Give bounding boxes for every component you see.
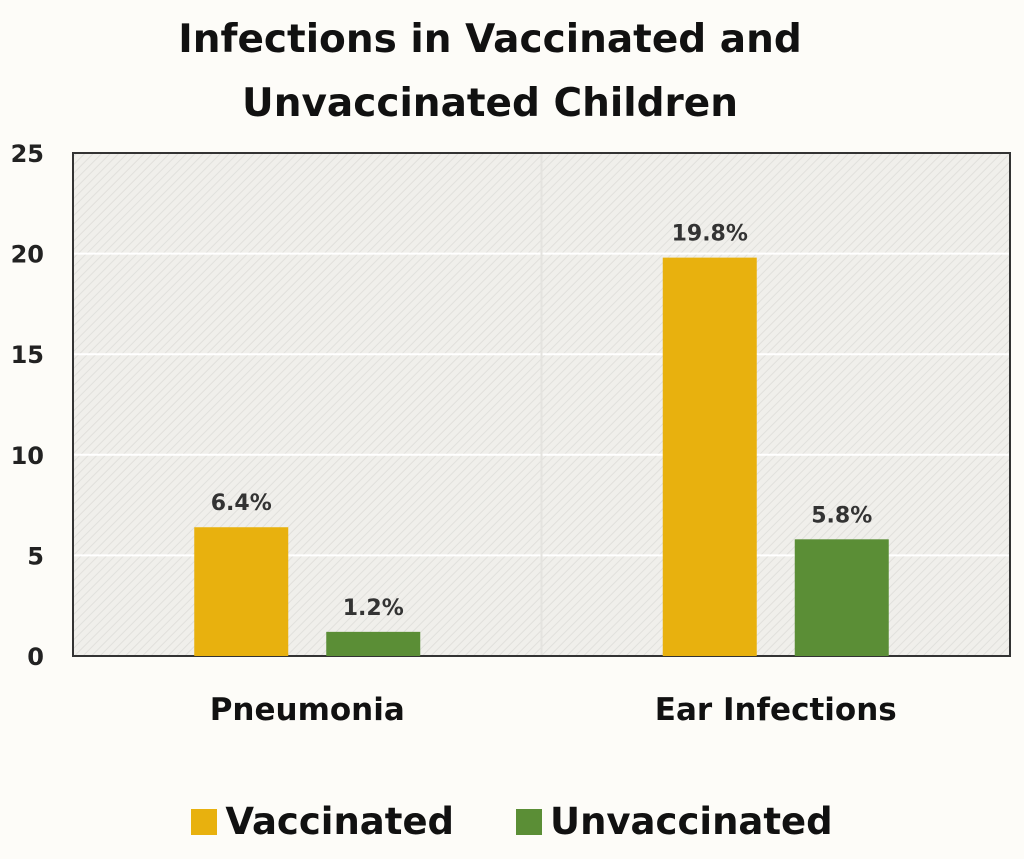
legend-label-vaccinated: Vaccinated [225,800,455,843]
chart-title-line-2: Unvaccinated Children [242,81,738,126]
plot-border [72,152,1011,657]
y-tick-label-25: 25 [11,140,44,168]
y-tick-label-10: 10 [11,442,44,470]
legend-label-unvaccinated: Unvaccinated [550,800,833,843]
bar-vaccinated-0 [194,527,289,656]
legend-swatch-unvaccinated [516,808,543,835]
data-label-vaccinated-1: 19.8% [672,222,748,247]
bar-chart: 0 5 10 15 20 25 6.4% 1.2% Pneumonia 19.8% 5.8% Ear … [11,140,1011,728]
y-tick-label-5: 5 [27,542,44,570]
legend-swatch-vaccinated [191,808,218,835]
bar-unvaccinated-1 [794,539,889,656]
x-tick-label-0: Pneumonia [210,692,405,728]
data-label-vaccinated-0: 6.4% [211,491,272,516]
data-label-unvaccinated-0: 1.2% [343,596,404,621]
chart-title-line-1: Infections in Vaccinated and [178,17,802,62]
y-tick-label-0: 0 [27,643,44,671]
legend: Vaccinated Unvaccinated [0,800,1024,843]
legend-item-vaccinated: Vaccinated [191,800,454,843]
bar-vaccinated-1 [662,257,757,656]
y-tick-label-20: 20 [11,241,44,269]
data-label-unvaccinated-1: 5.8% [811,503,872,528]
chart-title: Infections in Vaccinated and Unvaccinate… [0,8,980,136]
y-tick-label-15: 15 [11,341,44,369]
x-tick-label-1: Ear Infections [655,692,897,728]
legend-item-unvaccinated: Unvaccinated [516,800,833,843]
bar-unvaccinated-0 [326,631,421,656]
